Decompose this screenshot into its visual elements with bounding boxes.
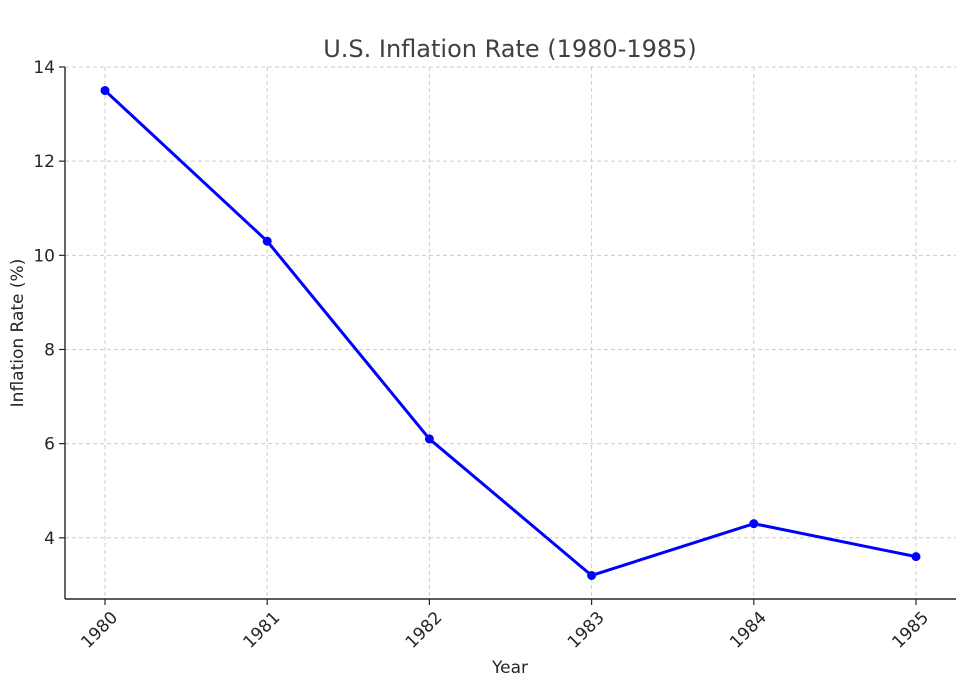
y-axis-label: Inflation Rate (%) [8,259,28,408]
x-tick-label: 1983 [564,608,609,653]
x-tick-label: 1985 [888,608,933,653]
axes [64,67,956,600]
y-tick-label: 10 [33,246,55,266]
data-point [749,519,759,529]
x-tick-label: 1981 [240,608,285,653]
y-tick-label: 4 [44,529,55,549]
x-axis-label: Year [491,658,528,678]
data-point [911,552,921,562]
x-tick-label: 1984 [726,608,771,653]
data-point [424,434,434,444]
data-point [587,570,597,580]
x-tick-label: 1980 [77,608,122,653]
y-tick-label: 12 [33,152,55,172]
data-point [262,236,272,246]
y-axis-ticks: 4 6 8 10 12 14 [33,58,65,549]
y-tick-label: 8 [44,340,55,360]
x-tick-label: 1982 [402,608,447,653]
chart-title: U.S. Inflation Rate (1980-1985) [323,35,697,63]
data-point [100,86,110,96]
y-tick-label: 6 [44,435,55,455]
grid [65,66,956,599]
x-axis-ticks: 1980 1981 1982 1983 1984 1985 [77,599,933,653]
series [100,86,921,580]
series-line [103,89,918,577]
y-tick-label: 14 [33,58,55,78]
